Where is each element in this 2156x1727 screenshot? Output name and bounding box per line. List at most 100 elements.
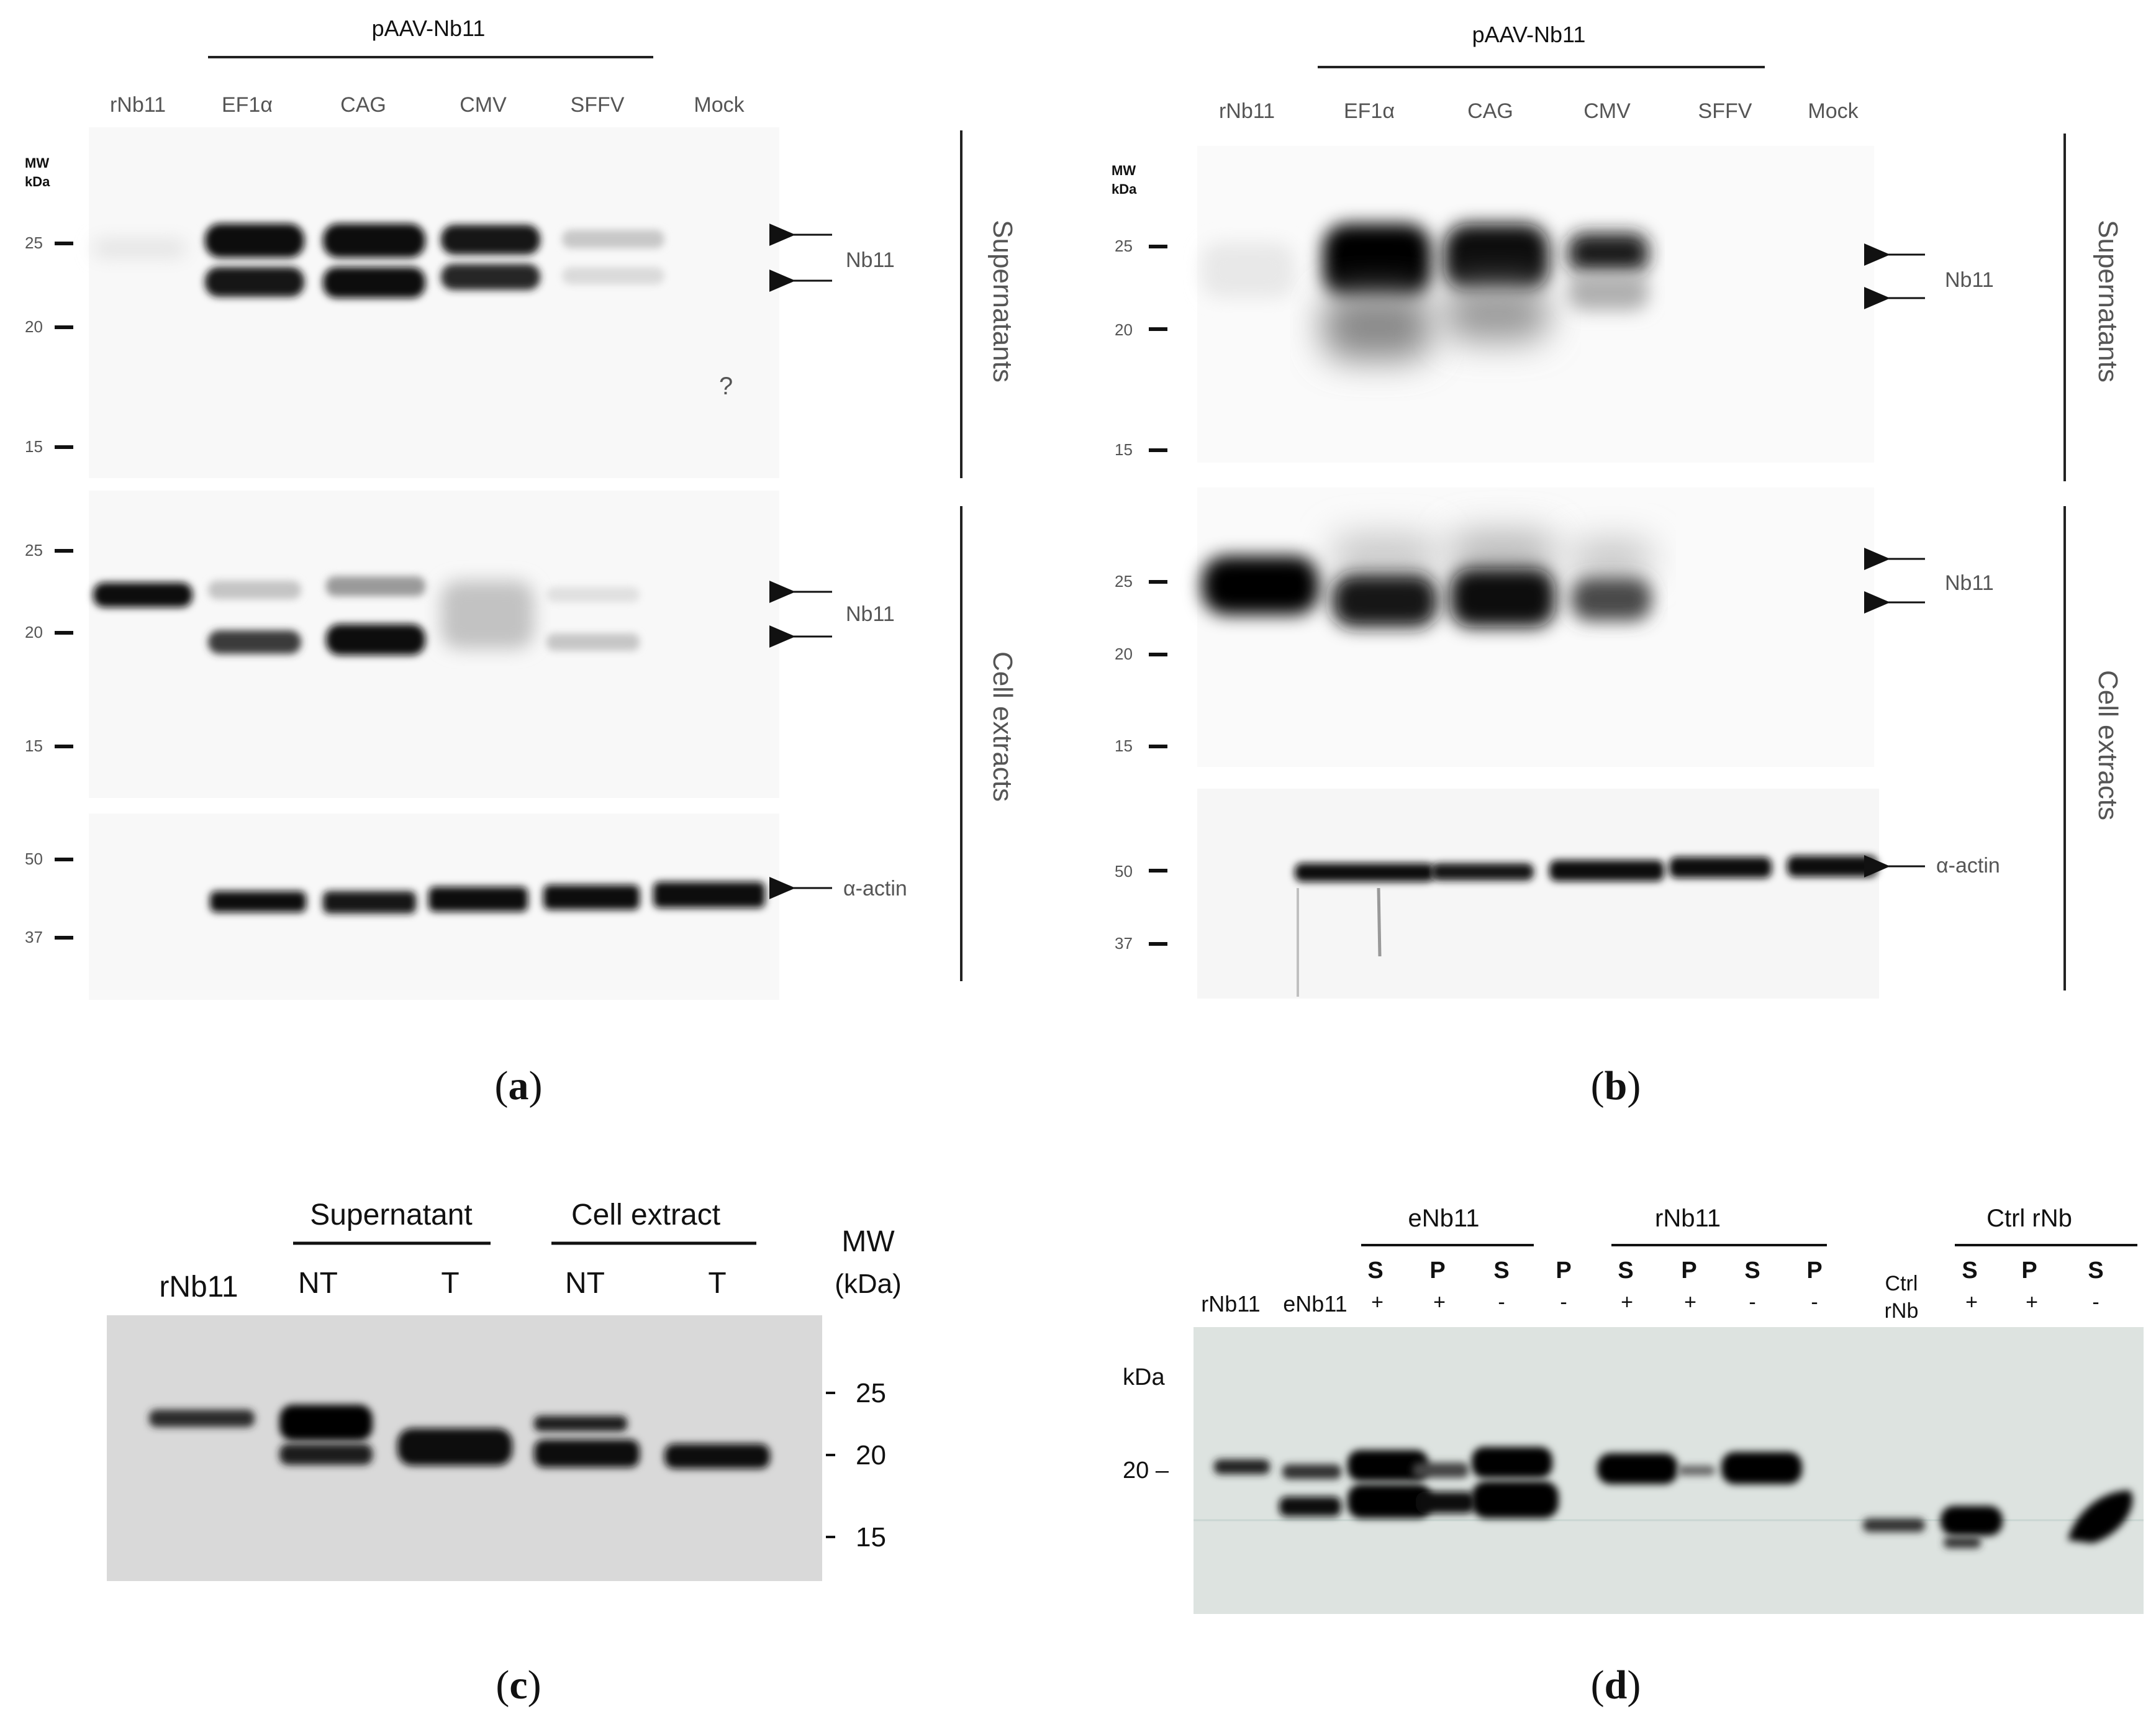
panel-d-caption: (d) [1591, 1662, 1641, 1708]
panel-a-actin-mw-37: 37 [25, 928, 43, 946]
panel-b-construct: pAAV-Nb11 [1472, 22, 1586, 47]
fraction-label: P [1429, 1258, 1445, 1284]
band [1282, 1464, 1341, 1479]
panel-a-lane-ef1a: EF1α [222, 93, 273, 117]
panel-b-lane-rnb11: rNb11 [1219, 99, 1275, 123]
band [543, 885, 640, 910]
panel-b-label-nb11-cell: Nb11 [1945, 571, 1994, 595]
panel-c-mw-header-1: MW [841, 1225, 895, 1258]
band [1678, 1466, 1715, 1475]
band [149, 1410, 255, 1427]
band [441, 581, 534, 649]
band [208, 630, 301, 654]
panel-d-lane-ctrl-2: rNb [1885, 1299, 1919, 1323]
sign-label: - [1498, 1290, 1505, 1314]
panel-a-caption: (a) [495, 1063, 543, 1108]
band [562, 230, 664, 248]
panel-a-actin-bands [210, 882, 765, 913]
fraction-label: P [1806, 1258, 1822, 1284]
panel-c-group-supernatant: Supernatant [310, 1199, 473, 1231]
band [1377, 887, 1382, 957]
band [1348, 1450, 1428, 1481]
band [1332, 574, 1438, 627]
band [323, 224, 425, 258]
sign-label: + [1433, 1290, 1446, 1314]
panel-a-side-label-supernatants: Supernatants [987, 220, 1018, 383]
panel-a-mw-header-2: kDa [25, 174, 50, 189]
band [205, 224, 304, 258]
fraction-label: S [1744, 1258, 1760, 1284]
panel-b-lane-mock: Mock [1808, 99, 1859, 123]
panel-b-supernatant-bands [1202, 224, 1649, 360]
panel-a-supernatant-bands [93, 224, 664, 298]
panel-c-caption: (c) [496, 1662, 541, 1708]
fraction-label: P [1556, 1258, 1571, 1284]
band [1444, 286, 1549, 342]
panel-a-construct: pAAV-Nb11 [372, 16, 486, 41]
band [1450, 531, 1556, 574]
sign-label: + [2026, 1290, 2038, 1314]
sign-label: - [1811, 1290, 1818, 1314]
panel-c-mw-header-2: (kDa) [835, 1269, 902, 1299]
band [1787, 856, 1877, 877]
fraction-label: P [2021, 1258, 2037, 1284]
panel-b-mw-header-1: MW [1112, 163, 1136, 178]
panel-b-actin-blot [1197, 789, 1879, 999]
band [428, 887, 528, 912]
panel-d-lane-ctrl-1: Ctrl [1885, 1272, 1918, 1295]
panel-a-label-actin: α-actin [843, 877, 907, 900]
band [1416, 1492, 1475, 1513]
band [1568, 233, 1649, 273]
band [1944, 1537, 1981, 1548]
panel-d-sign-row: + + - - + + - - + + - [1371, 1290, 2099, 1314]
band [323, 267, 425, 298]
panel-b-label-nb11-supernatant: Nb11 [1945, 268, 1994, 292]
band [1472, 1481, 1559, 1518]
panel-a-supernatant-blot [89, 127, 779, 478]
panel-b-lane-cag: CAG [1467, 99, 1513, 123]
band [534, 1439, 640, 1467]
sign-label: - [2092, 1290, 2099, 1314]
panel-a-label-nb11-supernatant: Nb11 [846, 248, 895, 272]
band [1323, 292, 1431, 360]
band [1348, 1484, 1431, 1518]
panel-b-cell-bands [1202, 531, 1652, 627]
band [1549, 860, 1664, 881]
band [1323, 224, 1431, 298]
fraction-label: S [1962, 1258, 1977, 1284]
band [1413, 1462, 1469, 1478]
panel-a-mw-15: 15 [25, 437, 43, 456]
panel-b-actin-mw-37: 37 [1115, 934, 1133, 953]
panel-b-caption: (b) [1591, 1063, 1641, 1108]
sign-label: - [1560, 1290, 1567, 1314]
band [1332, 534, 1438, 578]
band [1444, 224, 1549, 292]
band [546, 633, 640, 651]
panel-b-mw-header-2: kDa [1112, 181, 1137, 197]
panel-b-mw-15: 15 [1115, 440, 1133, 459]
band [326, 576, 425, 596]
sign-label: - [1749, 1290, 1755, 1314]
panel-d-lane-rnb11: rNb11 [1201, 1291, 1260, 1317]
band [323, 891, 416, 913]
band [279, 1405, 373, 1441]
band [397, 1428, 512, 1466]
panel-b-side-label-cell: Cell extracts [2093, 670, 2123, 820]
panel-c-mw-20: 20 [856, 1440, 886, 1471]
panel-b-cell-mw-20: 20 [1115, 645, 1133, 663]
panel-a-label-nb11-cell: Nb11 [846, 602, 895, 626]
panel-a-actin-mw-50: 50 [25, 850, 43, 868]
band [1279, 1497, 1341, 1516]
panel-b-label-actin: α-actin [1936, 854, 2000, 877]
panel-b-lane-cmv: CMV [1583, 99, 1631, 123]
fraction-label: S [1493, 1258, 1509, 1284]
band [1202, 242, 1295, 298]
fraction-label: S [1367, 1258, 1383, 1284]
panel-a-cell-bands [93, 576, 640, 655]
panel-a-lane-mock: Mock [694, 93, 745, 117]
panel-a-cell-mw-15: 15 [25, 737, 43, 755]
sign-label: + [1371, 1290, 1384, 1314]
band [1863, 1518, 1925, 1532]
panel-d-group-ctrl: Ctrl rNb [1986, 1205, 2072, 1232]
panel-b-lane-ef1a: EF1α [1344, 99, 1395, 123]
